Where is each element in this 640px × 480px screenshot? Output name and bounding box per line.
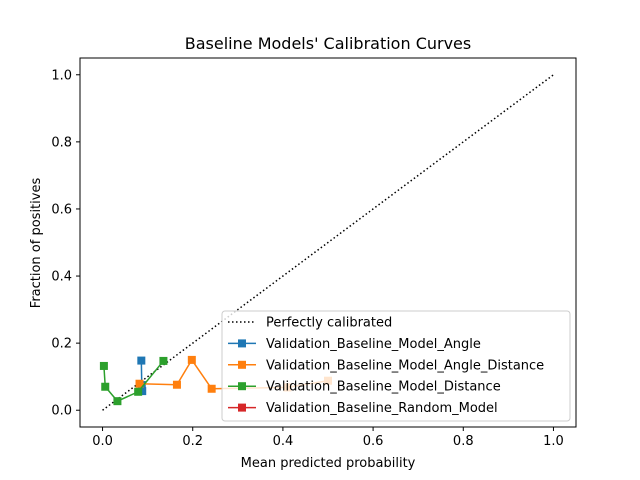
legend-marker-4 bbox=[238, 382, 246, 391]
series-3-marker bbox=[113, 397, 122, 406]
series-2-marker bbox=[207, 384, 216, 393]
y-tick-label: 0.8 bbox=[51, 135, 72, 150]
legend-label-1: Perfectly calibrated bbox=[266, 316, 392, 331]
legend-label-5: Validation_Baseline_Random_Model bbox=[266, 401, 498, 416]
x-tick-label: 0.0 bbox=[92, 434, 113, 449]
series-3-marker bbox=[134, 387, 143, 396]
plot-area: 0.0 0.2 0.4 0.6 0.8 1.0 0.0 0.2 0.4 0.6 0.8 1.0 Perf… bbox=[51, 57, 577, 449]
x-tick-label: 1.0 bbox=[543, 434, 564, 449]
x-axis-label: Mean predicted probability bbox=[241, 456, 416, 471]
x-tick-label: 0.4 bbox=[273, 434, 294, 449]
legend-marker-5 bbox=[238, 403, 246, 412]
series-3-marker bbox=[159, 356, 168, 365]
chart-title: Baseline Models' Calibration Curves bbox=[185, 34, 471, 53]
x-tick-label: 0.2 bbox=[182, 434, 203, 449]
legend-box bbox=[221, 310, 571, 422]
y-tick-label: 0.2 bbox=[51, 337, 72, 352]
reference-line bbox=[102, 74, 554, 411]
legend-marker-2 bbox=[238, 339, 246, 348]
series-1-marker bbox=[137, 356, 146, 365]
series-3-marker bbox=[99, 361, 108, 370]
y-tick-label: 0.6 bbox=[51, 202, 72, 217]
x-tick-label: 0.8 bbox=[453, 434, 474, 449]
legend-label-3: Validation_Baseline_Model_Angle_Distance bbox=[266, 358, 544, 373]
series-2-marker bbox=[187, 355, 196, 364]
y-tick-label: 1.0 bbox=[51, 68, 72, 83]
x-tick-label: 0.6 bbox=[363, 434, 384, 449]
y-tick-label: 0.0 bbox=[51, 404, 72, 419]
series-2-marker bbox=[172, 380, 181, 389]
legend-label-2: Validation_Baseline_Model_Angle bbox=[266, 337, 481, 352]
series-3-marker bbox=[101, 382, 110, 391]
legend-marker-3 bbox=[238, 360, 246, 369]
y-tick-label: 0.4 bbox=[51, 270, 72, 285]
legend-label-4: Validation_Baseline_Model_Distance bbox=[266, 380, 501, 395]
series-2-marker bbox=[135, 379, 144, 388]
series-1-marker bbox=[138, 387, 147, 396]
axes-frame bbox=[79, 57, 577, 428]
legend: Perfectly calibrated Validation_Baseline_… bbox=[221, 310, 571, 422]
y-axis-label: Fraction of positives bbox=[29, 178, 44, 309]
